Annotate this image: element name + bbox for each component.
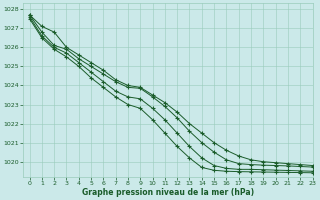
X-axis label: Graphe pression niveau de la mer (hPa): Graphe pression niveau de la mer (hPa): [82, 188, 254, 197]
